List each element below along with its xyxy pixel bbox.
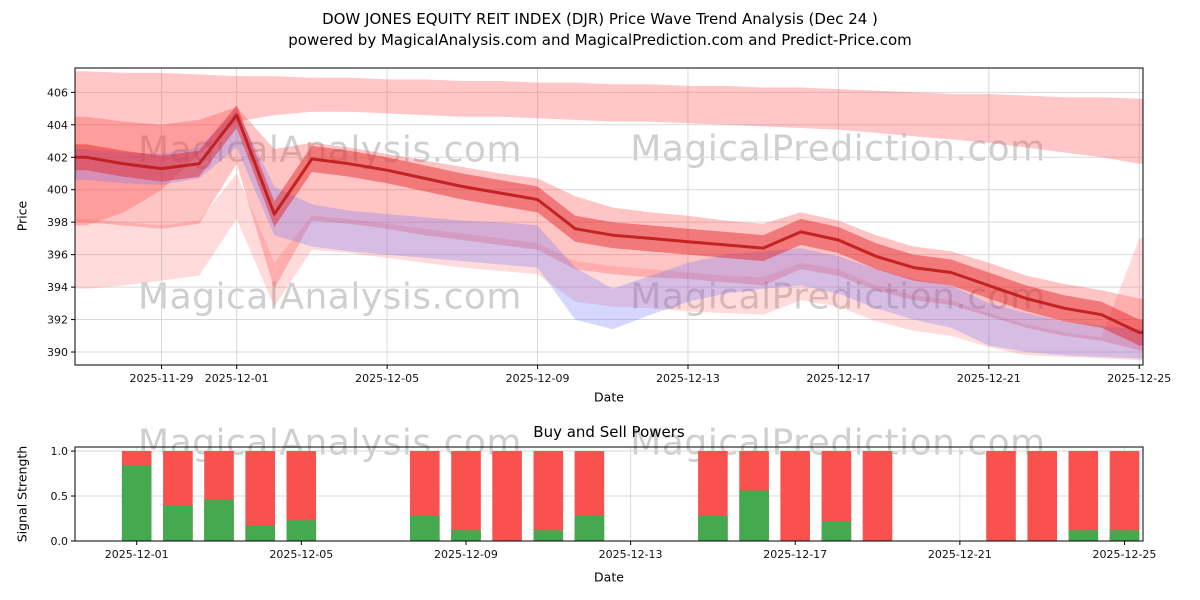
date-tick-label: 2025-12-01 xyxy=(105,548,169,561)
date-tick-label: 2025-12-21 xyxy=(957,372,1021,385)
price-tick-label: 394 xyxy=(47,281,68,294)
buy-power-bar xyxy=(451,530,481,541)
lower-forecast-band xyxy=(75,173,1143,361)
buy-power-bar xyxy=(1068,530,1099,541)
buy-power-bar xyxy=(286,520,317,541)
watermark-analysis: MagicalAnalysis.com xyxy=(138,130,522,171)
price-tick-label: 400 xyxy=(47,184,68,197)
buy-power-bar xyxy=(698,515,728,541)
buy-power-bar xyxy=(533,530,564,541)
date-tick-label: 2025-12-05 xyxy=(269,548,333,561)
price-tick-label: 404 xyxy=(47,119,68,132)
sell-power-bar xyxy=(986,451,1016,541)
price-chart: 390 392 394 396 398 400 402 404 406 2025-11-29 202… xyxy=(47,67,1171,385)
date-tick-label: 2025-12-09 xyxy=(506,372,570,385)
date-tick-label: 2025-12-25 xyxy=(1107,372,1171,385)
price-plot-border xyxy=(74,67,1144,366)
buy-power-bar xyxy=(1109,530,1140,541)
watermark-prediction: MagicalPrediction.com xyxy=(630,128,1046,170)
buy-power-bar xyxy=(821,521,852,541)
date-tick-label: 2025-12-09 xyxy=(434,548,498,561)
page-subtitle: powered by MagicalAnalysis.com and Magic… xyxy=(288,31,912,49)
buy-power-bar xyxy=(574,515,605,541)
buy-sell-chart-title: Buy and Sell Powers xyxy=(533,423,685,441)
sell-power-bar xyxy=(451,451,481,541)
buy-power-bar xyxy=(163,505,193,541)
sell-power-bar xyxy=(862,451,893,541)
core-wave-band xyxy=(75,105,1143,346)
date-tick-label: 2025-12-21 xyxy=(928,548,992,561)
date-tick-label: 2025-12-13 xyxy=(599,548,663,561)
sell-power-bar xyxy=(1109,451,1140,541)
price-tick-label: 392 xyxy=(47,314,68,327)
date-tick-label: 2025-11-29 xyxy=(130,372,194,385)
date-axis-label-bottom: Date xyxy=(594,569,624,585)
upper-forecast-band xyxy=(75,71,1143,226)
sell-power-bar xyxy=(533,451,564,541)
price-tick-label: 390 xyxy=(47,346,68,359)
date-tick-label: 2025-12-05 xyxy=(355,372,419,385)
watermark-prediction: MagicalPrediction.com xyxy=(630,277,1046,318)
signal-tick-label: 0.5 xyxy=(51,490,69,503)
date-tick-label: 2025-12-25 xyxy=(1093,548,1157,561)
price-tick-label: 406 xyxy=(47,86,68,99)
signal-plot-border xyxy=(74,446,1144,542)
signal-tick-label: 1.0 xyxy=(51,445,69,458)
sell-power-bar xyxy=(1068,451,1099,541)
main-trend-line xyxy=(75,113,1143,334)
watermark-analysis: MagicalAnalysis.com xyxy=(138,276,522,318)
sell-power-bar xyxy=(1027,451,1057,541)
date-tick-label: 2025-12-17 xyxy=(763,548,827,561)
blue-wave-band xyxy=(75,110,1143,359)
buy-power-bar xyxy=(245,525,275,541)
date-tick-label: 2025-12-17 xyxy=(806,372,870,385)
buy-power-bar xyxy=(204,499,234,541)
buy-power-bar xyxy=(410,515,440,541)
date-tick-label: 2025-12-01 xyxy=(205,372,269,385)
price-tick-label: 396 xyxy=(47,249,68,262)
price-tick-label: 402 xyxy=(47,151,68,164)
date-axis-label-top: Date xyxy=(594,389,624,405)
sell-power-bar xyxy=(492,451,522,541)
buy-sell-chart: 0.0 0.5 1.0 2025-12-01 2025-12-05 2025-12-09 2… xyxy=(51,445,1157,561)
page-title: DOW JONES EQUITY REIT INDEX (DJR) Price … xyxy=(322,10,878,28)
price-axis-label: Price xyxy=(14,200,30,232)
sell-power-bar xyxy=(780,451,810,541)
price-tick-label: 398 xyxy=(47,216,68,229)
buy-power-bar xyxy=(121,465,152,541)
signal-tick-label: 0.0 xyxy=(51,535,69,548)
mid-wave-band xyxy=(75,107,1143,351)
signal-strength-axis-label: Signal Strength xyxy=(14,445,30,543)
buy-power-bar xyxy=(739,490,769,541)
date-tick-label: 2025-12-13 xyxy=(656,372,720,385)
